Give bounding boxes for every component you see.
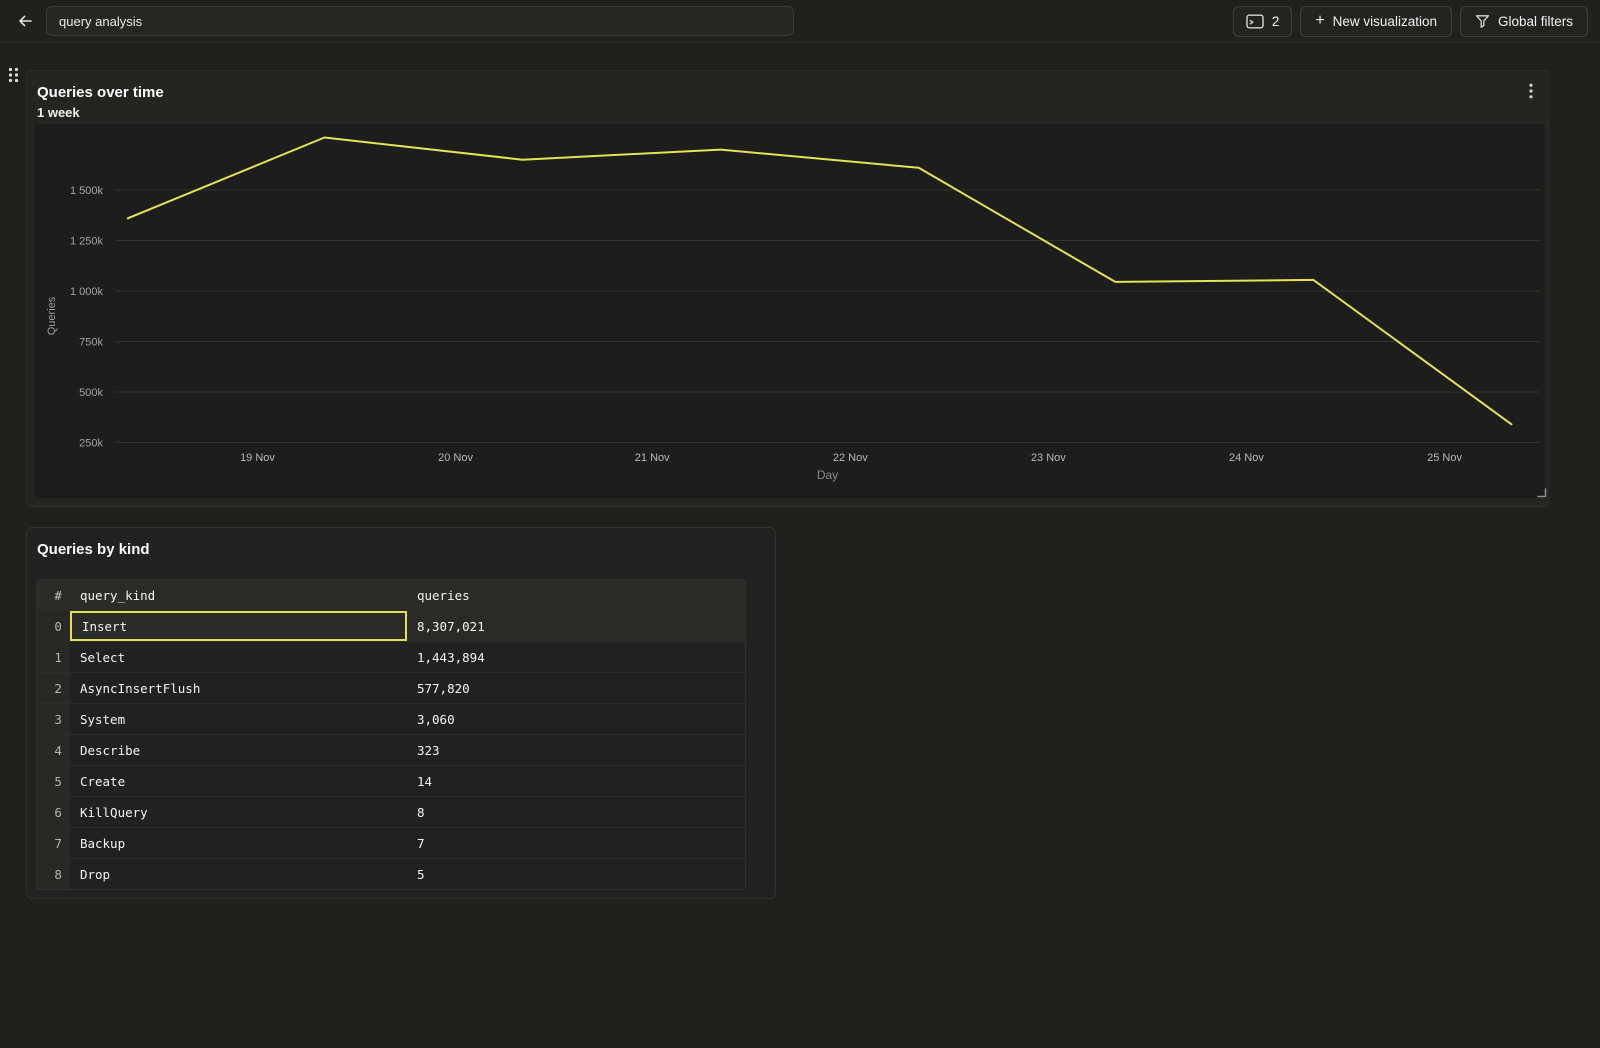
queries-by-kind-table: # query_kind queries 0 Insert 8,307,021 1 Se… (36, 579, 746, 890)
row-index-cell[interactable]: 2 (37, 673, 70, 703)
table-header-row: # query_kind queries (37, 580, 745, 610)
queries-value-cell[interactable]: 7 (416, 835, 425, 851)
row-index-cell[interactable]: 1 (37, 642, 70, 672)
table-row: 6 KillQuery 8 (37, 796, 745, 827)
queries-value-cell[interactable]: 323 (416, 742, 440, 758)
new-visualization-button[interactable]: + New visualization (1300, 5, 1452, 37)
table-panel-title: Queries by kind (37, 541, 150, 558)
table-row: 0 Insert 8,307,021 (37, 610, 745, 641)
back-button[interactable] (12, 8, 38, 34)
query-kind-cell[interactable]: Drop (79, 866, 111, 882)
chart-plot-area: 1 500k 1 250k 1 000k 750k 500k 250k 19 Nov 20 N… (35, 124, 1545, 498)
column-header-index: # (54, 587, 62, 603)
queries-value-cell[interactable]: 577,820 (416, 680, 470, 696)
y-tick-label: 500k (79, 387, 103, 399)
x-tick-label: 24 Nov (1229, 452, 1264, 464)
table-row: 2 AsyncInsertFlush 577,820 (37, 672, 745, 703)
table-body: 0 Insert 8,307,021 1 Select 1,443,894 2 AsyncIn… (37, 610, 745, 889)
queries-value-cell[interactable]: 14 (416, 773, 433, 789)
queries-value-cell[interactable]: 8,307,021 (416, 618, 485, 634)
tabs-count: 2 (1271, 13, 1280, 29)
query-kind-cell[interactable]: Describe (79, 742, 141, 758)
y-tick-label: 1 500k (70, 185, 104, 197)
arrow-left-icon (17, 13, 33, 29)
panel-menu-button[interactable] (1527, 81, 1535, 101)
queries-value-cell[interactable]: 3,060 (416, 711, 455, 727)
queries-value-cell[interactable]: 5 (416, 866, 425, 882)
query-kind-cell[interactable]: Backup (79, 835, 126, 851)
y-tick-label: 1 250k (70, 236, 104, 248)
row-index-cell[interactable]: 8 (37, 859, 70, 889)
chart-panel-title: Queries over time (37, 84, 164, 101)
top-bar: 2 + New visualization Global filters (0, 0, 1600, 43)
queries-value-cell[interactable]: 1,443,894 (416, 649, 485, 665)
table-row: 1 Select 1,443,894 (37, 641, 745, 672)
x-axis-title: Day (817, 468, 838, 482)
row-index-cell[interactable]: 7 (37, 828, 70, 858)
funnel-icon (1475, 14, 1490, 29)
x-tick-label: 19 Nov (240, 452, 275, 464)
table-row: 5 Create 14 (37, 765, 745, 796)
resize-corner-icon[interactable] (1536, 485, 1547, 503)
row-index-cell[interactable]: 5 (37, 766, 70, 796)
global-filters-button[interactable]: Global filters (1459, 5, 1588, 37)
drag-handle-dots-icon[interactable] (7, 66, 20, 89)
queries-over-time-panel: Queries over time 1 week 1 500k 1 250k 1 0… (26, 70, 1549, 507)
row-index-cell[interactable]: 4 (37, 735, 70, 765)
query-kind-cell[interactable]: KillQuery (79, 804, 148, 820)
x-tick-label: 23 Nov (1031, 452, 1066, 464)
query-kind-cell[interactable]: System (79, 711, 126, 727)
sql-console-icon (1246, 14, 1264, 29)
y-tick-label: 250k (79, 438, 103, 450)
chart-panel-subtitle: 1 week (37, 105, 80, 120)
table-row: 3 System 3,060 (37, 703, 745, 734)
y-tick-label: 750k (79, 337, 103, 349)
row-index-cell[interactable]: 0 (37, 611, 70, 641)
row-index-cell[interactable]: 3 (37, 704, 70, 734)
new-visualization-label: New visualization (1332, 13, 1437, 29)
table-row: 8 Drop 5 (37, 858, 745, 889)
kebab-menu-icon (1529, 83, 1533, 99)
x-tick-label: 22 Nov (833, 452, 868, 464)
x-tick-label: 20 Nov (438, 452, 473, 464)
column-header-query-kind: query_kind (79, 587, 156, 603)
queries-line-chart[interactable]: 1 500k 1 250k 1 000k 750k 500k 250k 19 Nov 20 N… (35, 124, 1545, 498)
dashboard-title-input[interactable] (46, 6, 794, 36)
global-filters-label: Global filters (1497, 13, 1573, 29)
queries-by-kind-panel: Queries by kind # query_kind queries 0 In… (26, 527, 776, 899)
queries-value-cell[interactable]: 8 (416, 804, 425, 820)
x-tick-label: 21 Nov (635, 452, 670, 464)
query-kind-cell[interactable]: AsyncInsertFlush (79, 680, 201, 696)
query-kind-cell[interactable]: Create (79, 773, 126, 789)
query-kind-cell[interactable]: Insert (69, 611, 407, 641)
query-kind-cell[interactable]: Select (79, 649, 126, 665)
y-tick-label: 1 000k (70, 286, 104, 298)
table-row: 4 Describe 323 (37, 734, 745, 765)
row-index-cell[interactable]: 6 (37, 797, 70, 827)
x-tick-label: 25 Nov (1427, 452, 1462, 464)
column-header-queries: queries (416, 587, 470, 603)
sql-console-tabs-button[interactable]: 2 (1232, 5, 1293, 37)
plus-icon: + (1315, 12, 1325, 29)
y-axis-title: Queries (46, 296, 58, 335)
series-line (126, 136, 1513, 426)
table-row: 7 Backup 7 (37, 827, 745, 858)
